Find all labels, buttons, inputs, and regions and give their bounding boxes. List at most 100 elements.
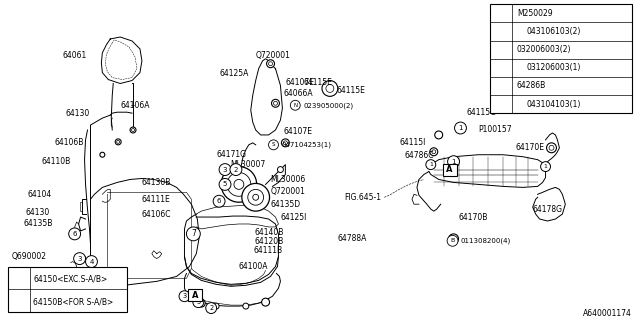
Circle shape	[278, 167, 284, 172]
Text: 5: 5	[196, 299, 200, 305]
Circle shape	[234, 180, 244, 189]
Circle shape	[435, 131, 443, 139]
Text: 64061: 64061	[63, 51, 87, 60]
Circle shape	[432, 150, 436, 154]
Text: 64125A: 64125A	[219, 69, 248, 78]
Text: 64156D: 64156D	[28, 269, 58, 278]
Text: 1: 1	[458, 125, 463, 131]
Circle shape	[447, 235, 458, 246]
Text: 64150<EXC.S-A/B>: 64150<EXC.S-A/B>	[33, 274, 108, 283]
Text: 64107E: 64107E	[284, 127, 312, 136]
Text: 64066A: 64066A	[284, 89, 313, 98]
Circle shape	[449, 234, 458, 244]
Text: ML30006: ML30006	[271, 175, 306, 184]
Text: 64106A: 64106A	[120, 101, 150, 110]
Text: 64135D: 64135D	[271, 200, 301, 209]
Circle shape	[267, 60, 275, 68]
Text: 64120B: 64120B	[254, 237, 284, 246]
Text: S: S	[272, 142, 275, 147]
Text: 64178G: 64178G	[532, 204, 563, 214]
Text: N: N	[293, 103, 298, 108]
FancyBboxPatch shape	[443, 164, 456, 175]
Text: 64150B<FOR S-A/B>: 64150B<FOR S-A/B>	[33, 297, 113, 306]
Circle shape	[179, 291, 190, 302]
Text: 032006003(2): 032006003(2)	[517, 45, 572, 54]
Text: 64130B: 64130B	[142, 178, 172, 187]
Text: B: B	[451, 238, 454, 243]
Text: 64115E: 64115E	[304, 78, 333, 87]
Text: 043104103(1): 043104103(1)	[527, 100, 581, 108]
Text: ML30007: ML30007	[230, 160, 266, 169]
Text: Q690002: Q690002	[12, 252, 46, 261]
Text: Q720001: Q720001	[271, 187, 305, 196]
Text: 2: 2	[209, 305, 213, 311]
Text: 64130: 64130	[66, 109, 90, 118]
Text: 64104: 64104	[27, 190, 51, 199]
Text: 1: 1	[499, 9, 504, 18]
Circle shape	[219, 179, 231, 190]
Text: 043106123(1): 043106123(1)	[41, 287, 92, 293]
Circle shape	[243, 303, 249, 309]
Text: 64788A: 64788A	[338, 234, 367, 243]
Circle shape	[273, 101, 278, 105]
Text: 1: 1	[451, 159, 456, 165]
Circle shape	[269, 140, 278, 150]
Text: 64135B: 64135B	[23, 220, 52, 228]
Circle shape	[248, 189, 264, 205]
Text: 64115G: 64115G	[467, 108, 497, 117]
Circle shape	[230, 164, 242, 175]
Text: 64130: 64130	[25, 208, 49, 217]
Circle shape	[242, 183, 269, 211]
Circle shape	[271, 99, 280, 107]
Circle shape	[197, 299, 205, 307]
Circle shape	[253, 194, 259, 200]
Circle shape	[427, 161, 435, 169]
Text: 64170E: 64170E	[516, 143, 545, 152]
Circle shape	[130, 127, 136, 133]
Text: B: B	[449, 236, 454, 242]
Text: 64171G: 64171G	[216, 150, 246, 159]
Circle shape	[74, 253, 86, 265]
Text: 6: 6	[72, 231, 77, 237]
Text: P100157: P100157	[478, 125, 512, 134]
Circle shape	[447, 156, 460, 168]
Circle shape	[430, 148, 438, 156]
Circle shape	[547, 143, 556, 153]
Circle shape	[494, 43, 508, 57]
Text: 6: 6	[217, 198, 221, 204]
Circle shape	[227, 172, 251, 196]
Circle shape	[219, 164, 231, 175]
Circle shape	[186, 227, 200, 241]
Text: 64170B: 64170B	[458, 212, 488, 221]
Text: 64111E: 64111E	[142, 195, 171, 204]
Text: 3: 3	[499, 45, 504, 54]
Text: A: A	[192, 291, 198, 300]
Text: 64111B: 64111B	[253, 246, 282, 255]
Text: S: S	[518, 29, 522, 34]
Text: 64106B: 64106B	[55, 138, 84, 147]
Text: FIG.645-1: FIG.645-1	[345, 193, 381, 202]
Text: 1: 1	[543, 164, 547, 169]
Text: S: S	[31, 288, 35, 293]
Circle shape	[132, 129, 134, 132]
Text: 2: 2	[234, 167, 238, 172]
Circle shape	[291, 100, 300, 110]
Text: 64106C: 64106C	[142, 210, 172, 219]
Circle shape	[12, 281, 27, 297]
Text: 3: 3	[77, 256, 82, 262]
Text: 2: 2	[499, 27, 504, 36]
Circle shape	[115, 139, 121, 145]
Text: M250029: M250029	[517, 9, 552, 18]
Circle shape	[86, 256, 97, 268]
Text: 64115I: 64115I	[399, 138, 426, 147]
Circle shape	[221, 167, 257, 202]
Text: 031206003(1): 031206003(1)	[527, 63, 581, 72]
Circle shape	[494, 61, 508, 75]
Circle shape	[282, 139, 289, 147]
Circle shape	[269, 62, 273, 66]
Circle shape	[494, 97, 508, 111]
Circle shape	[322, 81, 338, 96]
Circle shape	[205, 303, 216, 314]
Text: 1: 1	[429, 162, 433, 167]
Text: 5: 5	[499, 82, 504, 91]
